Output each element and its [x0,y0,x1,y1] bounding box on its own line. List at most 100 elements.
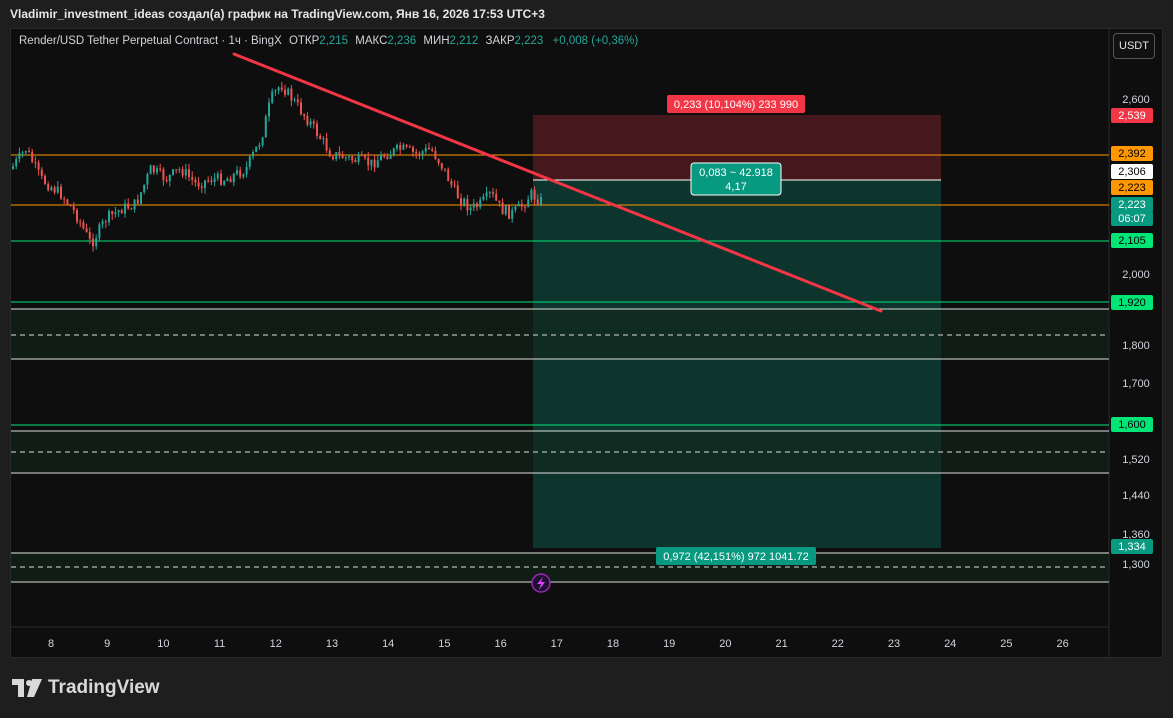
take-profit-label-text: 0,972 (42,151%) 972 1041.72 [663,551,809,563]
price-axis-label: 1,800 [1122,340,1150,352]
candle [380,151,382,161]
candle [159,163,162,172]
close-label: ЗАКР [485,35,515,47]
candle [168,174,171,187]
candle [207,176,210,183]
candle [325,132,328,154]
candle [488,190,491,199]
candle [24,150,27,156]
time-axis: 8 9 10 11 12 13 14 15 16 17 18 19 20 21 22 23 24 25 26 [48,638,1069,650]
price-axis-label: 2,000 [1122,269,1150,281]
candle [386,153,389,160]
candle [124,199,126,218]
candle [383,152,386,159]
candle [530,187,533,203]
candle [527,195,530,208]
currency-button[interactable]: USDT [1113,33,1155,59]
price-badge-text: 2,392 [1118,148,1146,160]
candle [44,174,46,186]
price-badge-text: 2,306 [1118,166,1146,178]
candle [66,198,69,206]
candle [536,194,539,206]
price-axis: 2,600 2,000 1,800 1,700 1,520 1,440 1,360 1,300 [1122,94,1150,571]
candle [108,208,110,226]
candle [341,151,344,159]
support-zone-1 [11,309,1109,359]
candle [332,154,334,161]
candle [261,136,264,148]
time-axis-label: 8 [48,638,54,650]
candle [376,154,379,168]
time-axis-label: 18 [607,638,619,650]
candle [50,185,53,192]
candle [53,185,56,195]
candle [274,89,277,96]
candle [418,151,421,160]
candle [146,172,149,190]
candle [34,156,37,169]
price-badge: 1,920 [1111,295,1153,310]
candle [188,163,190,182]
candle [165,176,168,183]
time-axis-label: 21 [775,638,787,650]
time-axis-label: 10 [157,638,169,650]
candle [213,173,216,187]
entry-label-line2: 4,17 [725,181,746,193]
candle [252,149,254,160]
price-badge-text: 1,334 [1118,541,1146,553]
stop-loss-label-text: 0,233 (10,104%) 233 990 [674,99,798,111]
open-value: 2,215 [319,35,349,47]
candle [280,81,283,93]
time-axis-label: 26 [1056,638,1068,650]
candle [204,179,206,194]
candle [47,181,50,192]
candle [220,169,222,186]
candle [63,196,66,205]
candle [309,118,312,129]
candle [479,196,482,210]
tradingview-logo-icon [12,679,42,697]
candle [415,148,418,159]
candle [200,182,203,193]
candle [191,171,194,186]
candle [533,186,536,205]
candle [85,223,88,233]
candle [133,199,136,213]
chart-canvas[interactable]: 0,233 (10,104%) 233 990 0,083 ~ 42.918 4… [11,29,1162,657]
candle [396,143,398,152]
candle [92,233,94,252]
lightning-icon[interactable] [531,573,551,593]
candle [498,200,501,207]
candle [127,198,130,210]
symbol-legend: Render/USD Tether Perpetual Contract · 1… [19,35,638,47]
candle [319,133,322,140]
candle [453,180,456,188]
candle [104,219,107,228]
candle [466,194,469,216]
price-axis-label: 1,440 [1122,490,1150,502]
candle [98,222,101,241]
high-label: МАКС [355,35,388,47]
price-badge-text: 2,223 [1118,182,1146,194]
chart-panel[interactable]: 0,233 (10,104%) 233 990 0,083 ~ 42.918 4… [10,28,1163,658]
candle [472,198,475,212]
candle [114,206,117,218]
candle [290,85,293,107]
candle [514,204,517,213]
candle [28,147,30,153]
candle [504,204,507,216]
candle [405,143,408,149]
candle [367,151,370,171]
candle [21,150,24,158]
candle [316,120,318,140]
candle [492,187,494,198]
entry-label-line1: 0,083 ~ 42.918 [699,167,773,179]
candle [293,97,296,103]
candle [476,201,478,211]
low-value: 2,212 [449,35,479,47]
take-profit-label: 0,972 (42,151%) 972 1041.72 [656,547,816,565]
candle [440,162,443,172]
candle [229,175,232,183]
candle [255,146,258,153]
candle [495,188,498,202]
